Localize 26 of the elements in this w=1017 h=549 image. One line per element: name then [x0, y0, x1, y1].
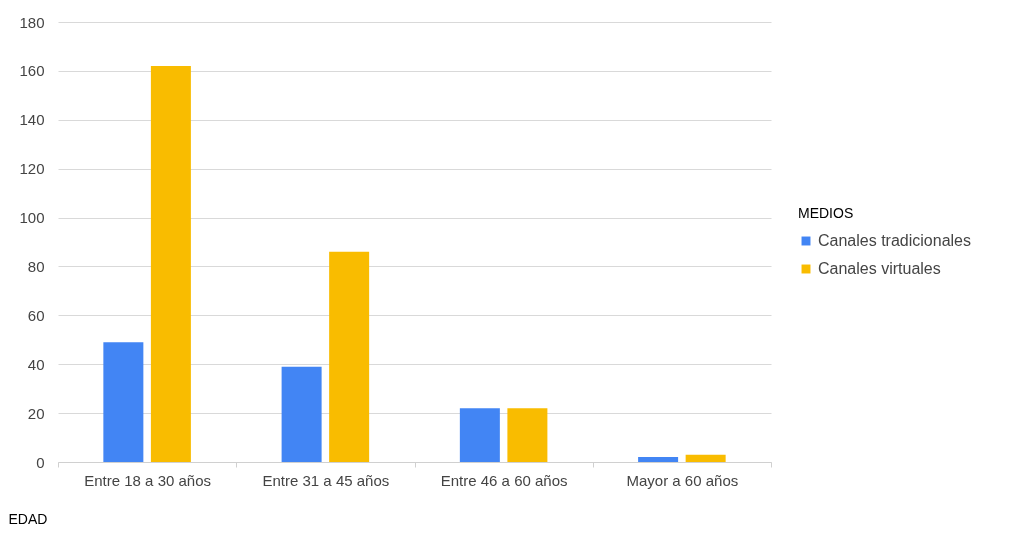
bar — [150, 66, 191, 462]
x-tick-label: Entre 31 a 45 años — [262, 471, 390, 489]
bar — [507, 408, 548, 462]
y-tick-label: 160 — [19, 62, 45, 80]
bar — [103, 342, 144, 462]
bar — [281, 366, 322, 462]
y-tick-label: 0 — [36, 453, 45, 471]
bar — [329, 251, 370, 462]
y-tick-label: 20 — [27, 404, 45, 422]
x-axis-title: EDAD — [8, 510, 48, 527]
bar — [459, 408, 500, 462]
legend-title: MEDIOS — [798, 205, 854, 221]
bar — [685, 454, 726, 462]
y-tick-label: 100 — [19, 209, 45, 227]
y-tick-label: 120 — [19, 160, 45, 178]
y-tick-label: 140 — [19, 111, 45, 129]
x-tick-label: Mayor a 60 años — [626, 471, 739, 489]
legend-label: Canales tradicionales — [818, 232, 971, 249]
legend-label: Canales virtuales — [818, 260, 941, 277]
y-tick-label: 180 — [19, 13, 45, 31]
bar — [638, 457, 679, 462]
y-tick-label: 60 — [27, 306, 45, 324]
x-tick-label: Entre 18 a 30 años — [84, 471, 212, 489]
x-tick-label: Entre 46 a 60 años — [440, 471, 568, 489]
y-tick-label: 40 — [27, 355, 45, 373]
y-tick-label: 80 — [27, 257, 45, 275]
